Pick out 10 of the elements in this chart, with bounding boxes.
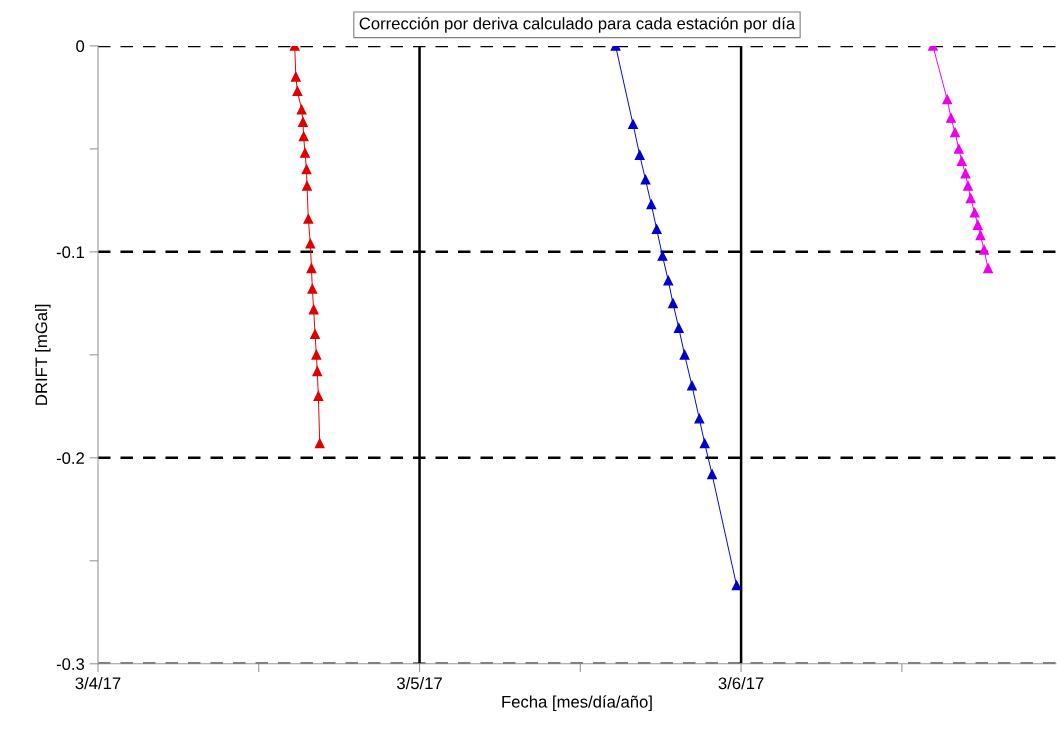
x-axis-title: Fecha [mes/día/año] — [502, 695, 652, 712]
x-tick-label: 3/6/17 — [718, 676, 764, 690]
x-tick-label: 3/4/17 — [75, 676, 121, 690]
y-tick-label: -0.1 — [56, 246, 84, 259]
x-tick-label: 3/5/17 — [397, 676, 442, 690]
y-tick-label: 0 — [76, 40, 85, 53]
y-tick-label: -0.2 — [56, 452, 84, 465]
y-axis-title: DRIFT [mGal] — [34, 304, 51, 405]
y-tick-label: -0.3 — [56, 658, 85, 670]
chart-title: Corrección por deriva calculado para cada estación por día — [359, 16, 796, 33]
